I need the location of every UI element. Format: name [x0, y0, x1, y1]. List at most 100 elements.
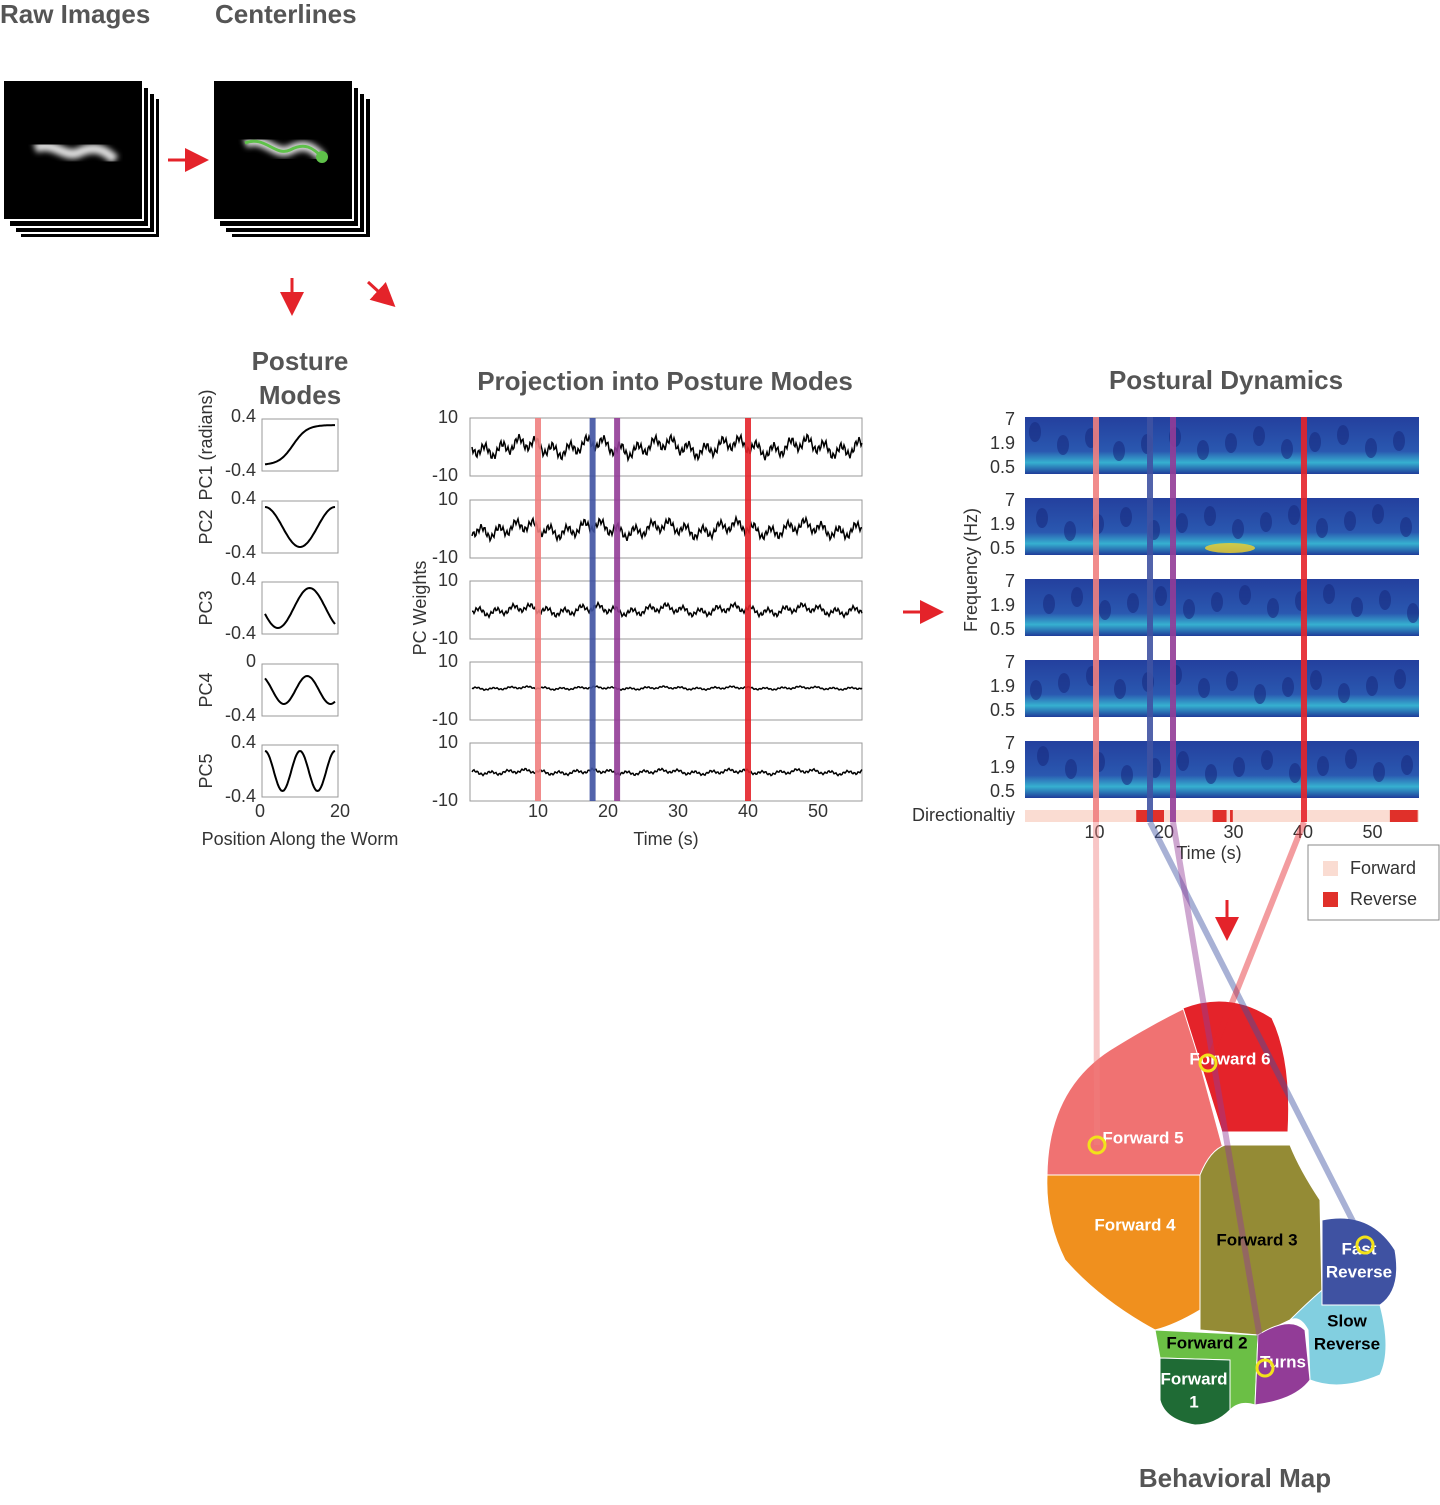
spectrogram-texture [1030, 680, 1042, 700]
y-tick-label: 1.9 [990, 595, 1015, 615]
y-tick-label: 0.4 [231, 732, 256, 752]
spectrogram-texture [1400, 517, 1412, 537]
region-label: Forward [1160, 1369, 1227, 1388]
spectrogram-texture [1351, 597, 1363, 617]
map-title: Behavioral Map [1139, 1463, 1331, 1493]
spectrogram-texture [1317, 756, 1329, 776]
spectrogram-texture [1407, 603, 1419, 623]
legend: Forward Reverse [1307, 844, 1440, 921]
y-tick-label: -0.4 [225, 542, 256, 562]
spectrogram-texture [1393, 431, 1405, 451]
time-marker [535, 418, 541, 801]
spectrogram-texture [1036, 508, 1048, 528]
spectrogram-texture [1260, 512, 1272, 532]
spectrogram-texture [1204, 506, 1216, 526]
y-tick-label: 10 [438, 732, 458, 752]
y-tick-label: -10 [432, 790, 458, 810]
x-tick-label: 50 [1362, 822, 1382, 842]
spectrogram-texture [1344, 511, 1356, 531]
state-marker [1087, 1135, 1107, 1155]
legend-label: Forward [1350, 858, 1416, 878]
spectrogram-texture [1198, 678, 1210, 698]
mode-curve [264, 674, 336, 706]
time-marker [745, 418, 751, 801]
x-tick-label: 10 [528, 801, 548, 821]
region-label: Forward 3 [1216, 1230, 1297, 1249]
panel-frame [469, 661, 863, 721]
y-tick-label: -10 [432, 465, 458, 485]
y-tick-label: 1.9 [990, 757, 1015, 777]
time-marker [1170, 417, 1176, 822]
x-tick-label: 0 [255, 801, 265, 821]
y-tick-label: 7 [1005, 571, 1015, 591]
arrows [168, 148, 1239, 941]
panel-label: PC3 [196, 590, 216, 625]
panel-label: PC2 [196, 509, 216, 544]
region-label: Reverse [1314, 1334, 1380, 1353]
spectrogram-texture [1233, 757, 1245, 777]
panel-frame [469, 580, 863, 640]
panel-frame [469, 499, 863, 559]
spectrogram-texture [1177, 751, 1189, 771]
spectrogram-texture [1316, 518, 1328, 538]
x-tick-label: 40 [738, 801, 758, 821]
spectrogram-texture [1114, 679, 1126, 699]
spectrogram-texture [1366, 676, 1378, 696]
y-tick-label: 0.5 [990, 619, 1015, 639]
spectrogram [1025, 417, 1419, 474]
y-tick-label: 0.5 [990, 457, 1015, 477]
x-axis-label: Position Along the Worm [202, 829, 399, 849]
spectrogram-texture [1281, 439, 1293, 459]
y-tick-label: 10 [438, 651, 458, 671]
spectrogram-texture [1225, 433, 1237, 453]
spectrogram-texture [1155, 586, 1167, 606]
panel-frame [261, 663, 339, 717]
y-axis-label: Frequency (Hz) [961, 508, 981, 632]
reverse-segment [1230, 810, 1233, 822]
y-tick-label: 1.9 [990, 433, 1015, 453]
spectrogram-texture [1226, 671, 1238, 691]
x-axis-label: Time (s) [1176, 843, 1241, 863]
spectrogram-texture [1379, 590, 1391, 610]
spectrogram-texture [1176, 513, 1188, 533]
spectrogram-texture [1282, 677, 1294, 697]
reverse-segment [1212, 810, 1227, 822]
spectrogram-texture [1310, 670, 1322, 690]
panel-frame [261, 418, 339, 472]
link [1147, 820, 1368, 1247]
spectrogram-texture [1345, 749, 1357, 769]
state-marker [1198, 1053, 1218, 1073]
spectrogram-texture [1071, 587, 1083, 607]
x-tick-label: 20 [598, 801, 618, 821]
y-tick-label: 0.5 [990, 538, 1015, 558]
time-marker [1147, 417, 1153, 822]
y-tick-label: 10 [438, 570, 458, 590]
y-tick-label: -10 [432, 547, 458, 567]
spectrogram-texture [1121, 765, 1133, 785]
posture-title: Posture [252, 346, 349, 376]
region-label: Reverse [1326, 1262, 1392, 1281]
x-tick-label: 30 [1223, 822, 1243, 842]
time-marker [1093, 417, 1099, 822]
mode-curve [264, 506, 336, 549]
state-marker [1255, 1358, 1275, 1378]
y-tick-label: 0.4 [231, 488, 256, 508]
link [1170, 821, 1268, 1369]
spectrogram-texture [1232, 519, 1244, 539]
y-tick-label: 0.5 [990, 700, 1015, 720]
y-tick-label: 1.9 [990, 676, 1015, 696]
time-marker [1301, 417, 1307, 822]
spectrogram [1025, 741, 1419, 798]
panel-label: PC4 [196, 672, 216, 707]
link [1093, 821, 1100, 1146]
spectrogram-texture [1057, 435, 1069, 455]
time-marker [614, 418, 621, 801]
legend-label: Reverse [1350, 889, 1417, 909]
mode-curve [264, 424, 335, 466]
spectrogram-texture [1099, 600, 1111, 620]
spectrogram-texture [1065, 759, 1077, 779]
x-axis-label: Time (s) [633, 829, 698, 849]
raw-image-stack [2, 79, 161, 239]
